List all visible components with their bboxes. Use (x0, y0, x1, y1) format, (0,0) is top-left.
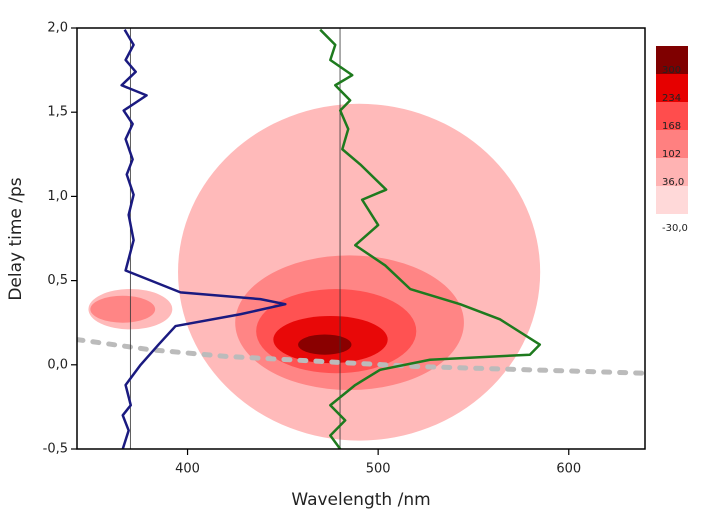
colorbar-band (656, 102, 688, 130)
chirp-line (77, 337, 645, 376)
plot-frame (76, 27, 646, 450)
colorbar-band (656, 186, 688, 214)
y-axis-title: Delay time /ps (6, 177, 26, 300)
x-tick-label: 600 (556, 462, 581, 477)
contour-region (298, 334, 352, 355)
plot-area (77, 28, 645, 449)
colorbar-label: -30,0 (662, 223, 688, 234)
x-tick-label: 400 (175, 462, 200, 477)
kinetic-trace (319, 28, 542, 449)
contour-region (90, 295, 156, 323)
colorbar-label: 36,0 (662, 177, 684, 188)
y-tick-label: 2,0 (47, 21, 68, 36)
colorbar-label: 168 (662, 121, 681, 132)
y-tick-label: 1,0 (47, 189, 68, 204)
colorbar-band (656, 158, 688, 186)
kinetic-trace (120, 29, 287, 449)
y-tick-label: 1,5 (47, 105, 68, 120)
colorbar-label: 234 (662, 93, 681, 104)
y-tick-label: 0,0 (47, 357, 68, 372)
colorbar-band (656, 46, 688, 74)
y-tick-label: 0,5 (47, 273, 68, 288)
x-axis-title: Wavelength /nm (291, 490, 430, 510)
colorbar: 300 234 168 102 36,0 -30,0 (656, 46, 688, 234)
y-tick-label: -0,5 (43, 442, 68, 457)
colorbar-band (656, 74, 688, 102)
colorbar-band (656, 130, 688, 158)
colorbar-label: 300 (662, 65, 681, 76)
x-tick-label: 500 (366, 462, 391, 477)
colorbar-label: 102 (662, 149, 681, 160)
